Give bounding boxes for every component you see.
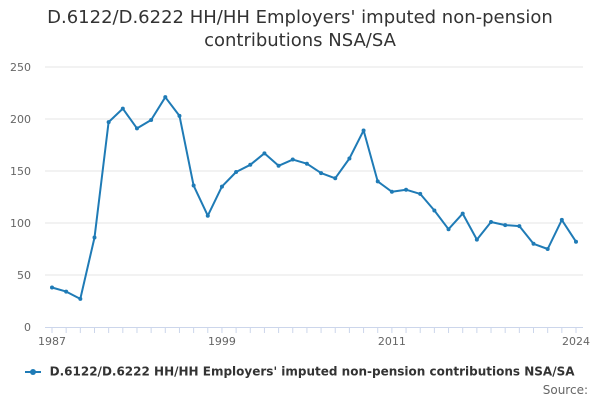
data-point bbox=[64, 289, 69, 294]
y-tick-label: 100 bbox=[10, 217, 31, 230]
y-tick-label: 150 bbox=[10, 165, 31, 178]
series-line bbox=[51, 96, 577, 300]
data-point bbox=[219, 184, 224, 189]
data-point bbox=[545, 247, 550, 251]
data-point bbox=[149, 118, 154, 123]
data-point bbox=[517, 224, 522, 229]
legend[interactable]: D.6122/D.6222 HH/HH Employers' imputed n… bbox=[0, 364, 600, 379]
data-point bbox=[248, 162, 253, 167]
data-point bbox=[574, 239, 578, 244]
x-tick-label: 2024 bbox=[562, 335, 590, 348]
data-point bbox=[134, 126, 139, 131]
data-point bbox=[78, 296, 83, 301]
x-tick-label: 1999 bbox=[208, 335, 236, 348]
y-tick-label: 50 bbox=[17, 269, 31, 282]
chart-title-line-1: D.6122/D.6222 HH/HH Employers' imputed n… bbox=[47, 7, 553, 28]
y-tick-label: 200 bbox=[10, 113, 31, 126]
data-point bbox=[489, 219, 494, 224]
data-point bbox=[333, 176, 338, 181]
data-point bbox=[262, 151, 267, 156]
data-point bbox=[347, 156, 352, 161]
data-point bbox=[432, 208, 437, 213]
data-point bbox=[50, 285, 54, 290]
data-point bbox=[389, 189, 394, 194]
chart-title: D.6122/D.6222 HH/HH Employers' imputed n… bbox=[0, 6, 600, 52]
y-tick-label: 0 bbox=[24, 321, 31, 334]
data-point bbox=[503, 223, 508, 228]
legend-label: D.6122/D.6222 HH/HH Employers' imputed n… bbox=[49, 364, 575, 379]
data-point bbox=[418, 191, 423, 196]
data-point bbox=[177, 113, 182, 118]
y-tick-label: 250 bbox=[10, 61, 31, 74]
data-point bbox=[191, 183, 196, 188]
chart-title-line-2: contributions NSA/SA bbox=[204, 30, 396, 51]
data-point bbox=[531, 241, 536, 246]
legend-marker bbox=[25, 367, 42, 377]
data-point bbox=[234, 170, 239, 175]
x-tick-label: 2011 bbox=[378, 335, 406, 348]
data-point bbox=[559, 217, 564, 222]
data-point bbox=[106, 120, 111, 125]
data-point bbox=[120, 106, 125, 111]
data-point bbox=[163, 95, 168, 100]
data-point bbox=[375, 179, 380, 184]
data-point bbox=[361, 128, 366, 133]
data-point bbox=[404, 187, 409, 192]
data-point bbox=[276, 163, 281, 168]
data-point bbox=[290, 157, 295, 162]
data-point bbox=[474, 237, 479, 242]
data-point bbox=[304, 161, 309, 166]
source-label: Source: bbox=[542, 383, 588, 397]
x-tick-label: 1987 bbox=[38, 335, 66, 348]
data-point bbox=[319, 171, 324, 176]
data-point bbox=[205, 213, 210, 218]
data-point bbox=[446, 227, 451, 232]
data-point bbox=[92, 235, 97, 240]
data-point bbox=[460, 211, 465, 216]
